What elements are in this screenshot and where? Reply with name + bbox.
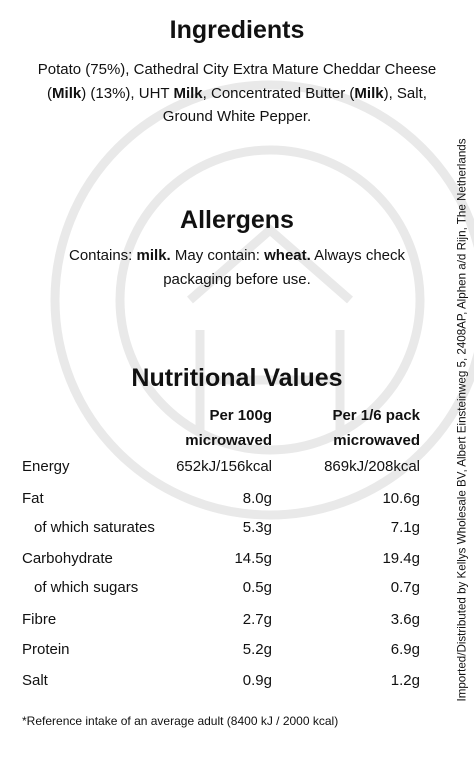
nutrient-name: Salt	[22, 672, 48, 689]
column-header: Per 100g	[209, 407, 272, 424]
ingredients-title: Ingredients	[169, 16, 305, 44]
allergens-title: Allergens	[180, 206, 294, 234]
nutrient-value: 3.6g	[390, 611, 420, 628]
nutrient-value: 10.6g	[382, 490, 420, 507]
nutrition-row: Fibre 2.7g 3.6g	[0, 611, 474, 635]
text: ), Salt, Ground White Pepper.	[162, 84, 427, 126]
ingredients-text: Potato (75%), Cathedral City Extra Matur…	[30, 58, 444, 129]
nutrient-name: Fat	[22, 490, 44, 507]
nutrient-name: Energy	[22, 458, 70, 475]
bold-text: Milk	[52, 84, 82, 102]
nutrient-value: 1.2g	[390, 672, 420, 689]
nutrient-value: 14.5g	[234, 550, 272, 567]
nutrition-title: Nutritional Values	[131, 364, 343, 392]
bold-text: Milk	[354, 84, 384, 102]
nutrition-row: Energy 652kJ/156kcal 869kJ/208kcal	[0, 458, 474, 482]
nutrition-row: of which saturates 5.3g 7.1g	[0, 519, 474, 543]
nutrient-value: 2.7g	[242, 611, 272, 628]
footnote: *Reference intake of an average adult (8…	[22, 714, 339, 728]
nutrient-value: 0.7g	[390, 579, 420, 596]
nutrition-row: of which sugars 0.5g 0.7g	[0, 579, 474, 603]
bold-text: milk.	[136, 247, 171, 264]
nutrient-value: 7.1g	[390, 519, 420, 536]
nutrient-name: of which saturates	[34, 519, 155, 536]
nutrient-name: of which sugars	[34, 579, 139, 596]
allergens-text: Contains: milk. May contain: wheat. Alwa…	[40, 244, 434, 291]
column-header: microwaved	[333, 432, 420, 449]
nutrient-name: Carbohydrate	[22, 550, 113, 567]
nutrition-row: Fat 8.0g 10.6g	[0, 490, 474, 514]
nutrition-row: Protein 5.2g 6.9g	[0, 641, 474, 665]
text: Always check packaging before use.	[163, 247, 406, 288]
nutrient-value: 6.9g	[390, 641, 420, 658]
nutrient-value: 0.5g	[242, 579, 272, 596]
bold-text: wheat.	[264, 247, 311, 264]
text: , Concentrated Butter (	[202, 84, 355, 102]
nutrient-value: 0.9g	[242, 672, 272, 689]
nutrient-name: Protein	[22, 641, 70, 658]
nutrition-row: Salt 0.9g 1.2g	[0, 672, 474, 696]
side-text: Imported/Distributed by Kellys Wholesale…	[455, 138, 469, 702]
nutrient-value: 19.4g	[382, 550, 420, 567]
text: Potato (75%), Cathedral City Extra Matur…	[37, 61, 437, 102]
text: May contain:	[170, 247, 265, 264]
column-header: microwaved	[185, 432, 272, 449]
nutrient-value: 652kJ/156kcal	[176, 458, 272, 475]
column-header: Per 1/6 pack	[332, 407, 420, 424]
nutrient-value: 5.3g	[242, 519, 272, 536]
nutrient-name: Fibre	[22, 611, 57, 628]
text: Contains:	[68, 247, 137, 264]
nutrient-value: 5.2g	[242, 641, 272, 658]
nutrient-value: 869kJ/208kcal	[324, 458, 420, 475]
bold-text: Milk	[173, 84, 203, 102]
text: ) (13%), UHT	[81, 84, 174, 102]
nutrition-row: Carbohydrate 14.5g 19.4g	[0, 550, 474, 574]
nutrient-value: 8.0g	[242, 490, 272, 507]
